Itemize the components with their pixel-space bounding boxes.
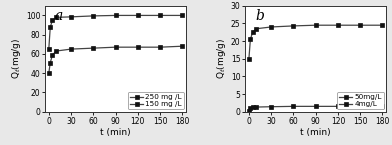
- 250 mg /L: [54, 17, 58, 18]
- 250 mg /L: [46, 48, 51, 50]
- 150 mg /L: [136, 46, 140, 48]
- Legend: 250 mg /L, 150 mg /L: 250 mg /L, 150 mg /L: [128, 92, 184, 109]
- 50mg/L: [358, 24, 363, 26]
- 150 mg /L: [46, 72, 51, 74]
- 250 mg /L: [136, 14, 140, 16]
- X-axis label: t (min): t (min): [300, 128, 331, 137]
- 150 mg /L: [180, 45, 185, 47]
- 150 mg /L: [50, 54, 55, 56]
- 150 mg /L: [158, 46, 162, 48]
- 50mg/L: [291, 25, 296, 27]
- 250 mg /L: [69, 16, 73, 18]
- 50mg/L: [254, 28, 259, 30]
- 50mg/L: [250, 31, 255, 33]
- 50mg/L: [247, 58, 251, 60]
- Line: 50mg/L: 50mg/L: [247, 23, 385, 61]
- 4mg/L: [313, 106, 318, 107]
- 4mg/L: [248, 107, 253, 109]
- Text: a: a: [55, 9, 63, 23]
- Legend: 50mg/L, 4mg/L: 50mg/L, 4mg/L: [337, 92, 384, 109]
- 150 mg /L: [48, 62, 53, 64]
- 4mg/L: [358, 106, 363, 107]
- Line: 250 mg /L: 250 mg /L: [47, 13, 184, 51]
- 4mg/L: [291, 106, 296, 107]
- Y-axis label: Q$_t$(mg/g): Q$_t$(mg/g): [215, 38, 228, 79]
- 4mg/L: [269, 106, 274, 108]
- 4mg/L: [250, 107, 255, 108]
- Line: 150 mg /L: 150 mg /L: [47, 44, 184, 75]
- 150 mg /L: [54, 50, 58, 52]
- 250 mg /L: [48, 26, 53, 28]
- 4mg/L: [247, 110, 251, 112]
- 50mg/L: [380, 24, 385, 26]
- 250 mg /L: [158, 14, 162, 16]
- 150 mg /L: [69, 48, 73, 50]
- X-axis label: t (min): t (min): [100, 128, 131, 137]
- 250 mg /L: [113, 14, 118, 16]
- 150 mg /L: [91, 47, 96, 49]
- 50mg/L: [313, 24, 318, 26]
- Text: b: b: [255, 9, 264, 23]
- Line: 4mg/L: 4mg/L: [247, 104, 385, 113]
- 250 mg /L: [50, 19, 55, 21]
- 250 mg /L: [91, 15, 96, 17]
- 4mg/L: [336, 106, 340, 107]
- 250 mg /L: [180, 14, 185, 16]
- Y-axis label: Q$_t$(mg/g): Q$_t$(mg/g): [10, 38, 23, 79]
- 4mg/L: [380, 106, 385, 107]
- 50mg/L: [269, 26, 274, 28]
- 4mg/L: [254, 106, 259, 108]
- 150 mg /L: [113, 46, 118, 48]
- 50mg/L: [248, 38, 253, 40]
- 50mg/L: [336, 24, 340, 26]
